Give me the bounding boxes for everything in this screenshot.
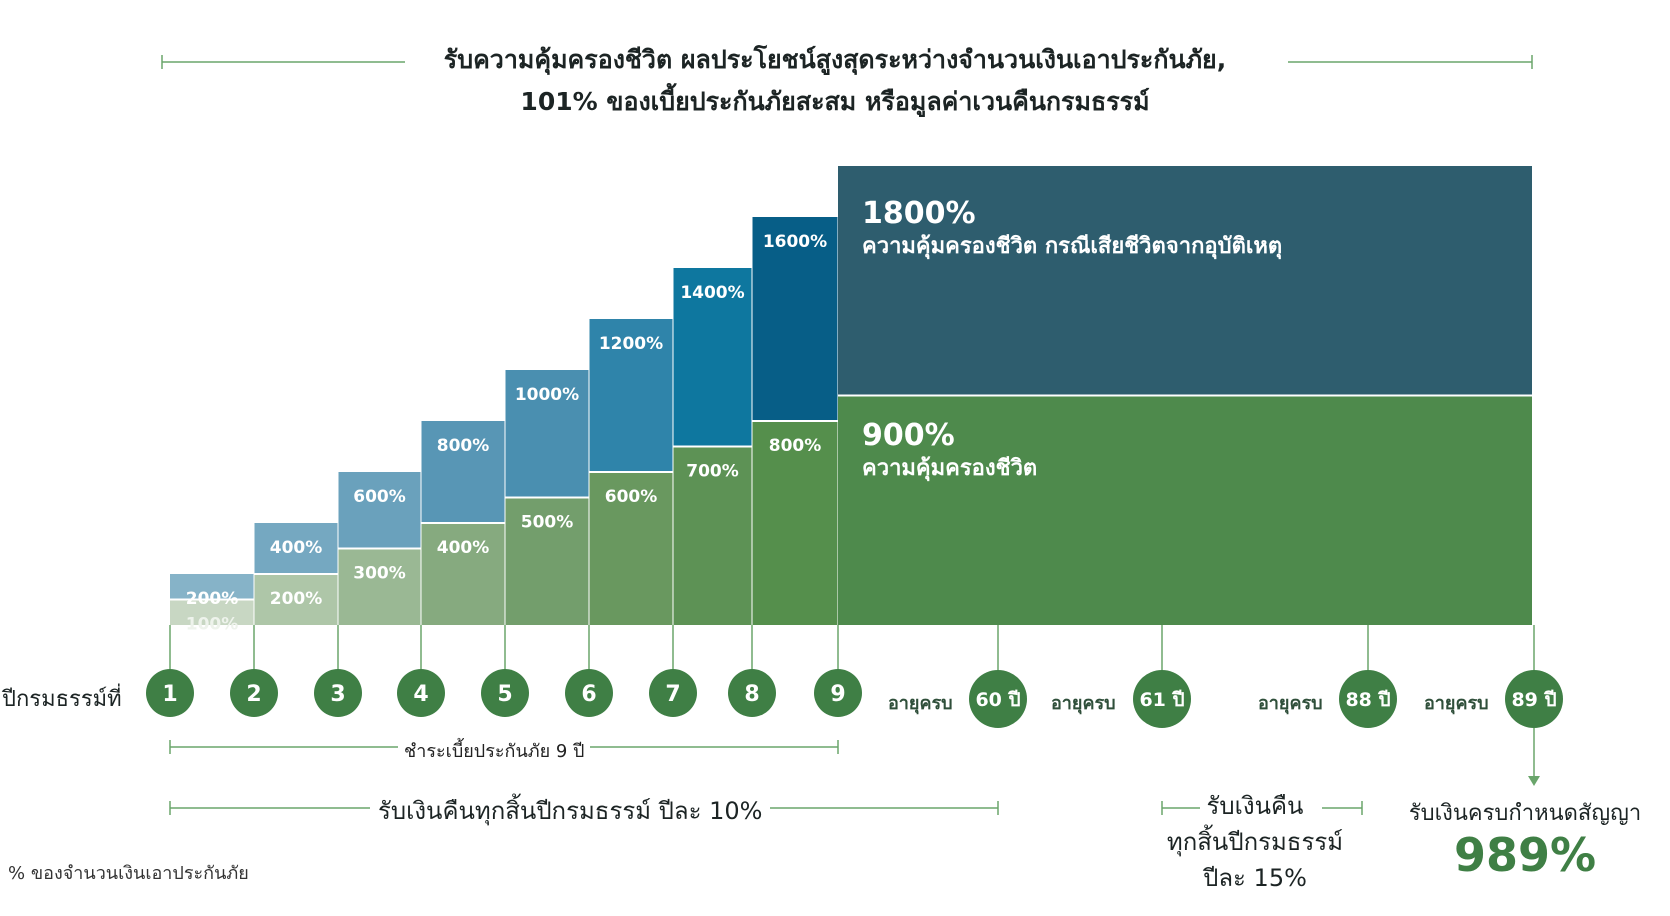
life-bar-4 bbox=[421, 523, 505, 625]
premium-period-label: ชำระเบี้ยประกันภัย 9 ปี bbox=[398, 736, 591, 765]
life-value-label-2: 200% bbox=[270, 589, 323, 609]
year-circle-3 bbox=[314, 669, 362, 717]
accident-value-label-2: 400% bbox=[270, 538, 323, 558]
year-number-8: 8 bbox=[744, 682, 759, 707]
life-bar-5 bbox=[505, 497, 589, 625]
year-circle-2 bbox=[230, 669, 278, 717]
year-circle-4 bbox=[397, 669, 445, 717]
accident-value-label-8: 1600% bbox=[763, 232, 827, 252]
accident-value-label-3: 600% bbox=[353, 487, 406, 507]
refund-15-line3: ปีละ 15% bbox=[1203, 864, 1307, 892]
year-number-2: 2 bbox=[246, 682, 261, 707]
accident-bar-8 bbox=[752, 217, 838, 421]
life-value-label-3: 300% bbox=[353, 564, 406, 584]
life-bar-8 bbox=[752, 421, 838, 625]
life-bar-1 bbox=[170, 599, 254, 625]
life-value-label-1: 100% bbox=[186, 615, 239, 635]
accident-bar-3 bbox=[338, 472, 421, 549]
life-value-label-7: 700% bbox=[686, 462, 739, 482]
accident-bar-1 bbox=[170, 574, 254, 600]
life-bar-2 bbox=[254, 574, 338, 625]
accident-bar-5 bbox=[505, 370, 589, 498]
accident-coverage-block bbox=[838, 166, 1532, 396]
year-number-3: 3 bbox=[330, 682, 345, 707]
age-value-2: 88 ปี bbox=[1345, 689, 1390, 711]
life-value-label-4: 400% bbox=[437, 538, 490, 558]
year-number-1: 1 bbox=[162, 682, 177, 707]
year-number-4: 4 bbox=[413, 682, 428, 707]
refund-10-label: รับเงินคืนทุกสิ้นปีกรมธรรม์ ปีละ 10% bbox=[370, 791, 771, 830]
year-circle-8 bbox=[728, 669, 776, 717]
accident-coverage-pct: 1800% bbox=[862, 196, 976, 231]
life-coverage-label: 900% ความคุ้มครองชีวิต bbox=[862, 418, 1037, 484]
policy-year-axis-label: ปีกรมธรรม์ที่ bbox=[2, 687, 122, 712]
maturity-arrow-head bbox=[1528, 776, 1540, 786]
year-circle-1 bbox=[146, 669, 194, 717]
year-circle-7 bbox=[649, 669, 697, 717]
life-coverage-desc: ความคุ้มครองชีวิต bbox=[862, 456, 1038, 481]
age-label-89: อายุครบ bbox=[1424, 693, 1489, 714]
life-coverage-block bbox=[838, 395, 1532, 625]
maturity-percentage: 989% bbox=[1453, 828, 1597, 882]
life-bar-6 bbox=[589, 472, 673, 625]
refund-15-label: รับเงินคืน ทุกสิ้นปีกรมธรรม์ ปีละ 15% bbox=[1140, 788, 1370, 896]
refund-15-line2: ทุกสิ้นปีกรมธรรม์ bbox=[1166, 828, 1344, 856]
age-label-61: อายุครบ bbox=[1051, 693, 1116, 714]
accident-value-label-1: 200% bbox=[186, 589, 239, 609]
year-number-7: 7 bbox=[665, 682, 680, 707]
year-number-9: 9 bbox=[830, 682, 845, 707]
accident-coverage-desc: ความคุ้มครองชีวิต กรณีเสียชีวิตจากอุบัติ… bbox=[862, 234, 1283, 259]
accident-value-label-7: 1400% bbox=[680, 283, 744, 303]
life-bar-3 bbox=[338, 548, 421, 625]
age-circle-1 bbox=[1133, 670, 1191, 728]
year-circle-6 bbox=[565, 669, 613, 717]
life-coverage-pct: 900% bbox=[862, 418, 955, 453]
age-circle-0 bbox=[969, 670, 1027, 728]
maturity-caption: รับเงินครบกำหนดสัญญา bbox=[1408, 801, 1642, 826]
chart-title-line1: รับความคุ้มครองชีวิต ผลประโยชน์สูงสุดระห… bbox=[443, 45, 1227, 74]
accident-bar-6 bbox=[589, 319, 673, 472]
accident-bar-7 bbox=[673, 268, 752, 447]
age-circle-3 bbox=[1505, 670, 1563, 728]
age-value-3: 89 ปี bbox=[1511, 689, 1556, 711]
accident-value-label-4: 800% bbox=[437, 436, 490, 456]
age-circle-2 bbox=[1339, 670, 1397, 728]
age-value-1: 61 ปี bbox=[1139, 689, 1184, 711]
accident-coverage-label: 1800% ความคุ้มครองชีวิต กรณีเสียชีวิตจาก… bbox=[862, 196, 1282, 262]
accident-bar-4 bbox=[421, 421, 505, 523]
accident-value-label-5: 1000% bbox=[515, 385, 579, 405]
year-number-6: 6 bbox=[581, 682, 596, 707]
age-label-60: อายุครบ bbox=[888, 693, 953, 714]
life-value-label-6: 600% bbox=[605, 487, 658, 507]
refund-15-line1: รับเงินคืน bbox=[1206, 792, 1304, 820]
year-circle-5 bbox=[481, 669, 529, 717]
life-value-label-5: 500% bbox=[521, 513, 574, 533]
accident-bar-2 bbox=[254, 523, 338, 574]
footnote: % ของจำนวนเงินเอาประกันภัย bbox=[8, 863, 249, 884]
year-circle-9 bbox=[814, 669, 862, 717]
life-bar-7 bbox=[673, 446, 752, 625]
year-number-5: 5 bbox=[497, 682, 512, 707]
age-value-0: 60 ปี bbox=[975, 689, 1020, 711]
chart-title-line2: 101% ของเบี้ยประกันภัยสะสม หรือมูลค่าเวน… bbox=[520, 87, 1150, 116]
age-label-88: อายุครบ bbox=[1258, 693, 1323, 714]
life-value-label-8: 800% bbox=[769, 436, 822, 456]
accident-value-label-6: 1200% bbox=[599, 334, 663, 354]
